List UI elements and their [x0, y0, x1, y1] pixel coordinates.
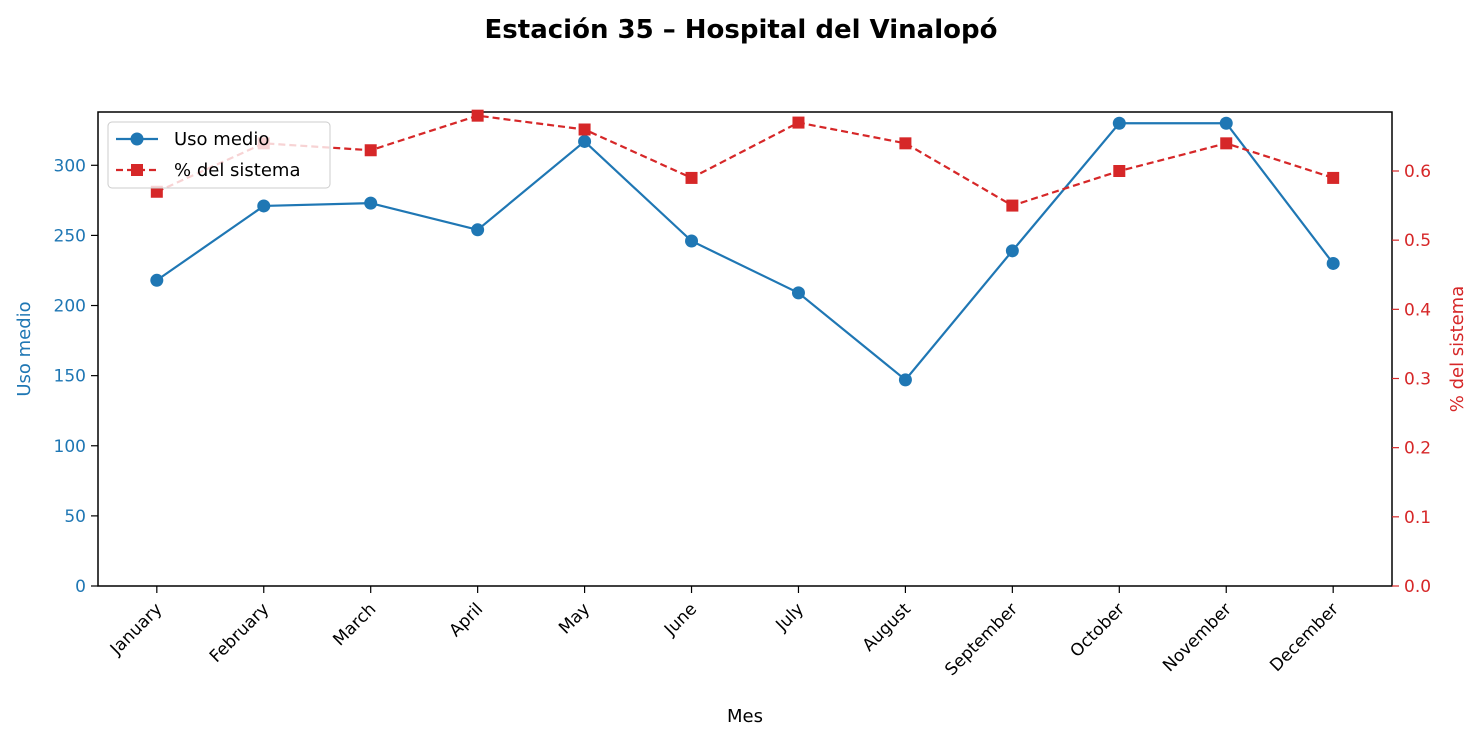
legend-marker-circle: [130, 132, 144, 146]
x-tick-label: August: [859, 599, 915, 655]
y-right-tick-label: 0.6: [1404, 162, 1431, 182]
data-point-square: [1220, 137, 1233, 150]
series-line-1: [156, 114, 1334, 207]
y-left-tick-label: 0: [75, 577, 86, 597]
data-point-square: [1327, 171, 1340, 184]
data-point-circle: [578, 134, 592, 148]
y-left-tick-label: 150: [54, 367, 86, 387]
data-point-square: [150, 185, 163, 198]
data-point-circle: [898, 373, 912, 387]
y-left-tick-label: 250: [54, 226, 86, 246]
legend-box: [107, 121, 331, 189]
y-left-tick-label: 200: [54, 297, 86, 317]
data-point-square: [899, 137, 912, 150]
data-point-square: [364, 144, 377, 157]
data-point-square: [792, 116, 805, 129]
legend-label: Uso medio: [174, 129, 269, 150]
x-tick-label: April: [446, 599, 488, 641]
y-right-tick-label: 0.4: [1404, 300, 1431, 320]
data-point-square: [471, 109, 484, 122]
chart-title: Estación 35 – Hospital del Vinalopó: [485, 15, 998, 45]
data-point-circle: [791, 286, 805, 300]
legend-marker-square: [131, 164, 143, 176]
y-right-tick-label: 0.2: [1404, 439, 1431, 459]
chart-series: [150, 109, 1340, 387]
data-point-square: [1006, 199, 1019, 212]
data-point-circle: [685, 234, 699, 248]
x-tick-label: September: [941, 599, 1022, 680]
data-point-circle: [1326, 256, 1340, 270]
x-tick-label: November: [1159, 599, 1236, 676]
data-point-circle: [150, 273, 164, 287]
data-point-circle: [1005, 244, 1019, 258]
data-point-square: [685, 171, 698, 184]
y-left-tick-label: 300: [54, 156, 86, 176]
x-tick-label: June: [660, 599, 701, 640]
data-point-square: [1113, 164, 1126, 177]
x-tick-label: March: [329, 599, 380, 650]
plot-frame: [97, 111, 1393, 587]
legend-label: % del sistema: [174, 160, 301, 181]
data-point-circle: [364, 196, 378, 210]
x-tick-label: January: [106, 599, 166, 659]
data-point-circle: [1219, 116, 1233, 130]
x-axis-label: Mes: [727, 706, 763, 727]
data-point-square: [578, 123, 591, 136]
data-point-circle: [1112, 116, 1126, 130]
data-point-circle: [257, 199, 271, 213]
y-axis-right-label: % del sistema: [1447, 286, 1468, 413]
data-point-circle: [471, 223, 485, 237]
y-right-tick-label: 0.1: [1404, 508, 1431, 528]
y-left-tick-label: 100: [54, 437, 86, 457]
y-right-tick-label: 0.0: [1404, 577, 1431, 597]
x-tick-label: July: [772, 599, 808, 635]
series-line-0: [156, 122, 1335, 382]
x-tick-label: May: [555, 599, 594, 638]
x-tick-label: October: [1067, 599, 1129, 661]
y-axis-left-label: Uso medio: [14, 301, 35, 396]
y-right-tick-label: 0.3: [1404, 369, 1431, 389]
x-tick-label: December: [1266, 599, 1342, 675]
chart-legend: Uso medio % del sistema: [107, 121, 331, 189]
y-right-tick-label: 0.5: [1404, 231, 1431, 251]
y-left-tick-label: 50: [64, 507, 86, 527]
chart-axes: January February March April May June July Augu…: [54, 111, 1431, 680]
x-tick-label: February: [206, 599, 273, 666]
